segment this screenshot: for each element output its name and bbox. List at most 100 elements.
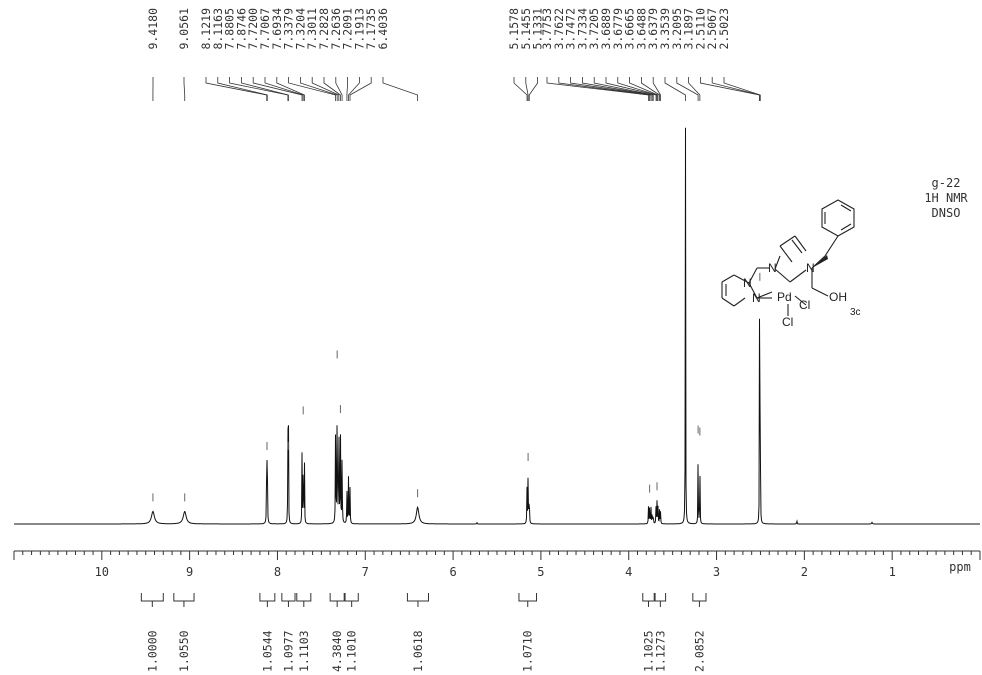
- atom-label: N: [743, 276, 752, 290]
- peak-label-connector: [711, 77, 761, 101]
- peak-label: 3.6779: [611, 8, 625, 50]
- peak-label-connector: [641, 77, 660, 101]
- peak-label: 7.2828: [317, 8, 331, 50]
- integral-value: 1.1273: [653, 630, 667, 672]
- integral-value: 1.0618: [411, 630, 425, 672]
- x-tick-label: 10: [95, 565, 109, 579]
- peak-label-connector: [664, 77, 686, 101]
- peak-label-connector: [311, 77, 340, 101]
- integral-bracket: [329, 593, 345, 607]
- peak-label: 3.6889: [599, 8, 613, 50]
- peak-label: 3.7205: [587, 8, 601, 50]
- peak-label-connector: [349, 77, 372, 101]
- peak-label-connector: [525, 77, 529, 101]
- peak-label: 9.4180: [146, 8, 160, 50]
- peak-label: 7.3011: [305, 8, 319, 50]
- peak-label-connector: [264, 77, 304, 101]
- peak-label-connector: [546, 77, 649, 101]
- annotation-sample-id: g-22: [932, 176, 961, 190]
- integral-value: 1.0000: [145, 630, 159, 672]
- x-tick-label: 4: [625, 565, 632, 579]
- integral-value: 2.0852: [692, 630, 706, 672]
- integral-bracket: [173, 593, 195, 607]
- peak-label-connector: [382, 77, 419, 101]
- x-tick-label: 5: [537, 565, 544, 579]
- peak-label-connector: [335, 77, 343, 101]
- peak-label-connector: [558, 77, 651, 101]
- peak-label: 7.2636: [329, 8, 343, 50]
- peak-label: 5.1578: [507, 8, 521, 50]
- atom-label: N: [806, 261, 815, 275]
- atom-label: OH: [829, 290, 847, 304]
- benzene-ring: [821, 199, 855, 237]
- peak-label: 7.7200: [246, 8, 260, 50]
- peak-label: 7.6934: [270, 8, 284, 50]
- peak-label-connector: [688, 77, 701, 101]
- peak-label-connector: [513, 77, 528, 101]
- integral-bracket: [140, 593, 164, 607]
- peak-label-layer: 9.4180 9.0561 8.12198.11637.88057.87467.72…: [146, 8, 761, 101]
- peak-label: 9.0561: [177, 8, 191, 50]
- peak-label: 2.5023: [717, 8, 731, 50]
- peak-label: 7.1735: [364, 8, 378, 50]
- peak-label-connector: [528, 77, 538, 101]
- integral-bracket: [642, 593, 655, 607]
- peak-marker-layer: [152, 272, 761, 502]
- peak-label-connector: [700, 77, 760, 101]
- integral-bracket: [259, 593, 276, 607]
- structure-label: 3c: [850, 307, 861, 318]
- atom-label: Cl: [799, 298, 810, 312]
- x-tick-label: 2: [801, 565, 808, 579]
- peak-label-connector: [217, 77, 268, 101]
- integral-value: 1.0544: [260, 630, 274, 672]
- x-tick-label: 9: [186, 565, 193, 579]
- x-tick-label: 6: [449, 565, 456, 579]
- peak-label: 7.8805: [223, 8, 237, 50]
- peak-label: 7.2091: [341, 8, 355, 50]
- peak-label-connector: [346, 77, 348, 101]
- atom-label: N: [768, 261, 777, 275]
- integral-layer: 1.0000 1.0550 1.0544 1.0977 1.1103 4.3840 1.10…: [140, 593, 707, 672]
- peak-label-connector: [629, 77, 659, 101]
- peak-label-connector: [300, 77, 338, 101]
- peak-label-connector: [276, 77, 305, 101]
- peak-label: 6.4036: [376, 8, 390, 50]
- ppm-axis: ppm 10 9 8 7 6 5 4 3 2 1: [13, 550, 981, 579]
- x-tick-label: 7: [362, 565, 369, 579]
- annotation-solvent: DNSO: [932, 206, 961, 220]
- peak-label-connector: [617, 77, 658, 101]
- peak-label: 8.1163: [211, 8, 225, 50]
- peak-label-connector: [252, 77, 303, 101]
- peak-label-connector: [676, 77, 699, 101]
- peak-label: 7.1913: [352, 8, 366, 50]
- peak-label: 3.6665: [623, 8, 637, 50]
- integral-bracket: [406, 593, 430, 607]
- peak-label-connector: [229, 77, 289, 101]
- atom-label: Cl: [782, 315, 793, 329]
- x-tick-label: 1: [889, 565, 896, 579]
- peak-label-connector: [348, 77, 360, 101]
- peak-label: 3.3539: [658, 8, 672, 50]
- peak-label: 3.7753: [540, 8, 554, 50]
- peak-label-connector: [288, 77, 336, 101]
- peak-label-connector: [570, 77, 652, 101]
- atom-label: N: [752, 291, 761, 305]
- peak-label: 3.7622: [552, 8, 566, 50]
- x-tick-label: 3: [713, 565, 720, 579]
- integral-value: 4.3840: [330, 630, 344, 672]
- annotation-experiment: 1H NMR: [924, 191, 968, 205]
- peak-label: 3.7334: [575, 8, 589, 50]
- peak-label: 3.1897: [682, 8, 696, 50]
- wedge-bond: [812, 255, 828, 268]
- peak-label-connector: [582, 77, 653, 101]
- x-axis-label: ppm: [949, 560, 971, 574]
- integral-bracket: [344, 593, 359, 607]
- peak-label-connector: [652, 77, 661, 101]
- spectrum-annotation: g-22 1H NMR DNSO: [924, 176, 968, 220]
- atom-label: Pd: [777, 290, 792, 304]
- x-tick-label: 8: [274, 565, 281, 579]
- peak-label-connector: [205, 77, 268, 101]
- integral-value: 1.1025: [641, 630, 655, 672]
- integral-value: 1.1010: [345, 630, 359, 672]
